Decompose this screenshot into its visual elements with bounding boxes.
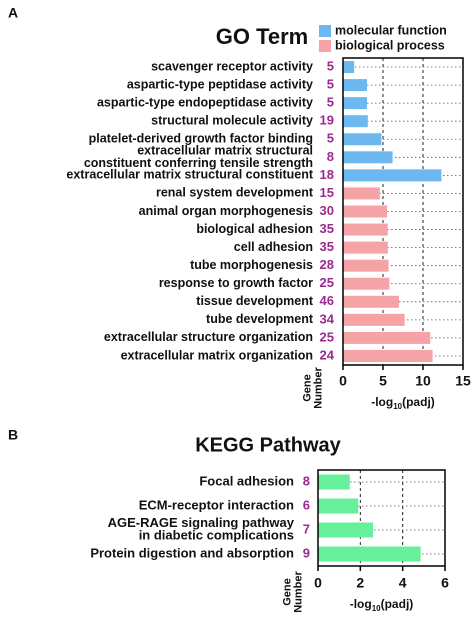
category-label: extracellular structure organization <box>104 330 313 344</box>
gene-number-axis-label: Number <box>292 571 304 613</box>
category-label: extracellular matrix structural constitu… <box>66 168 313 182</box>
category-label: tissue development <box>196 294 314 308</box>
plot-frame <box>317 469 446 567</box>
gene-number: 34 <box>320 311 335 326</box>
x-axis-label-subscript: 10 <box>372 604 381 613</box>
gene-number: 6 <box>303 497 310 512</box>
gene-number-axis-label: Gene <box>281 578 293 606</box>
x-tick-label: 10 <box>415 373 431 389</box>
category-label: ECM-receptor interaction <box>139 497 294 512</box>
bar <box>318 498 359 514</box>
gene-number: 5 <box>327 58 334 73</box>
bar <box>343 277 390 290</box>
gene-number: 8 <box>303 473 310 488</box>
gene-number: 19 <box>320 113 334 128</box>
bar <box>318 474 350 490</box>
bar <box>318 522 374 538</box>
category-label: constituent conferring tensile strength <box>84 156 313 170</box>
gene-number: 24 <box>320 347 335 362</box>
legend-swatch <box>319 40 331 52</box>
gene-number: 35 <box>320 239 334 254</box>
gene-number: 35 <box>320 221 334 236</box>
category-label: extracellular matrix structural <box>137 143 313 157</box>
bar <box>343 295 399 308</box>
category-label: renal system development <box>156 186 314 200</box>
plot-frame <box>342 57 464 366</box>
x-tick-label: 0 <box>314 575 322 591</box>
x-tick-label: 6 <box>441 575 449 591</box>
bar <box>343 79 367 92</box>
category-label: extracellular matrix organization <box>121 348 313 362</box>
category-label: cell adhesion <box>234 240 313 254</box>
x-axis-label-suffix: (padj) <box>381 597 414 611</box>
bar <box>343 61 355 74</box>
category-label: aspartic-type peptidase activity <box>127 77 313 91</box>
bar <box>343 205 387 218</box>
chart-title: GO Term <box>216 24 309 49</box>
x-tick-label: 0 <box>339 373 347 389</box>
gene-number-axis-label: Gene <box>301 374 313 402</box>
legend-label: molecular function <box>335 23 447 37</box>
gene-number-axis-label: Number <box>312 367 324 409</box>
gene-number: 25 <box>320 275 334 290</box>
x-tick-label: 15 <box>455 373 471 389</box>
gene-number: 5 <box>327 131 334 146</box>
bar <box>343 241 388 254</box>
gene-number: 7 <box>303 521 310 536</box>
category-label: animal organ morphogenesis <box>139 204 313 218</box>
gene-number: 28 <box>320 257 334 272</box>
gene-number: 15 <box>320 185 334 200</box>
category-label: Protein digestion and absorption <box>90 545 294 560</box>
legend-swatch <box>319 25 331 37</box>
x-axis-label-subscript: 10 <box>393 402 402 411</box>
category-label: tube morphogenesis <box>190 258 313 272</box>
bar <box>343 187 380 200</box>
gene-number: 30 <box>320 203 334 218</box>
category-label: structural molecule activity <box>151 114 313 128</box>
gene-number: 9 <box>303 545 310 560</box>
category-label: Focal adhesion <box>199 473 294 488</box>
x-axis-label-suffix: (padj) <box>402 395 435 409</box>
category-label: tube development <box>206 312 314 326</box>
bar <box>343 169 442 182</box>
legend-label: biological process <box>335 38 445 52</box>
panel-label: B <box>8 427 18 443</box>
bar <box>343 97 367 110</box>
bar <box>343 151 393 164</box>
x-tick-label: 4 <box>399 575 407 591</box>
x-axis-label-text: -log <box>371 395 393 409</box>
x-tick-label: 2 <box>356 575 364 591</box>
category-label: platelet-derived growth factor binding <box>89 132 313 146</box>
category-label: response to growth factor <box>159 276 313 290</box>
x-tick-label: 5 <box>379 373 387 389</box>
bar <box>343 133 382 146</box>
gene-number: 8 <box>327 149 334 164</box>
chart-title: KEGG Pathway <box>195 434 341 456</box>
gene-number: 18 <box>320 167 334 182</box>
x-axis-label: -log10(padj) <box>371 395 435 411</box>
bar <box>318 546 421 562</box>
bar <box>343 349 433 362</box>
bar <box>343 313 405 326</box>
x-axis-label: -log10(padj) <box>350 597 414 613</box>
category-label: AGE-RAGE signaling pathway <box>108 515 295 530</box>
category-label: aspartic-type endopeptidase activity <box>97 95 313 109</box>
bar <box>343 259 389 272</box>
gene-number: 5 <box>327 95 334 110</box>
panel-label: A <box>8 5 18 21</box>
category-label: scavenger receptor activity <box>151 59 313 73</box>
gene-number: 25 <box>320 329 334 344</box>
bar <box>343 331 431 344</box>
x-axis-label-text: -log <box>350 597 372 611</box>
category-label: in diabetic complications <box>139 528 294 543</box>
category-label: biological adhesion <box>196 222 313 236</box>
bar <box>343 115 368 128</box>
gene-number: 46 <box>320 293 334 308</box>
gene-number: 5 <box>327 77 334 92</box>
bar <box>343 223 388 236</box>
